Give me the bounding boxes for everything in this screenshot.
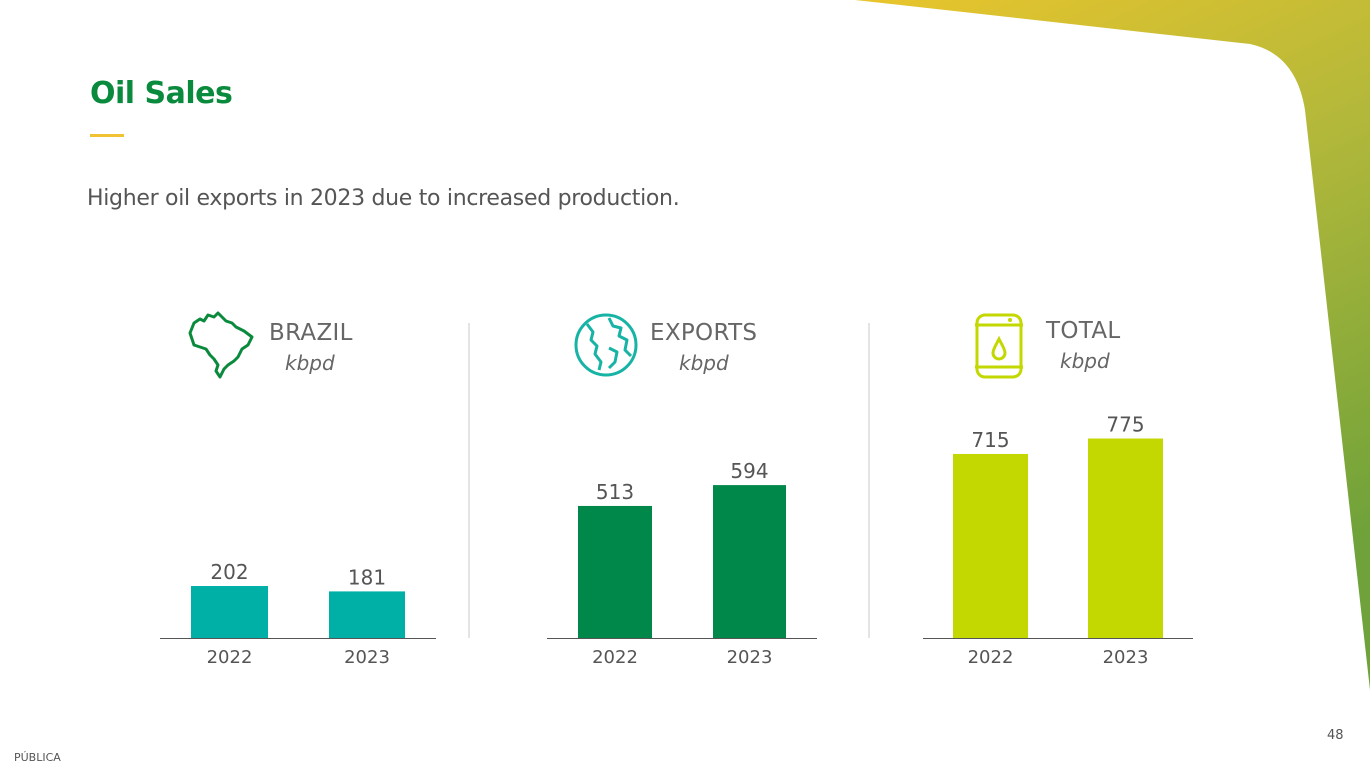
exports-panel-unit: kbpd <box>679 351 729 375</box>
exports-panel-title: EXPORTS <box>650 320 758 346</box>
total-category-label-2023: 2023 <box>1103 647 1149 668</box>
exports-value-label-2022: 513 <box>596 480 634 504</box>
brazil-value-label-2022: 202 <box>210 560 248 584</box>
exports-value-label-2023: 594 <box>730 459 768 483</box>
exports-category-label-2022: 2022 <box>592 647 638 668</box>
classification-label: PÚBLICA <box>14 751 61 764</box>
brazil-category-label-2022: 2022 <box>207 647 253 668</box>
title-accent-line <box>90 134 124 137</box>
oil-barrel-icon <box>975 313 1023 379</box>
total-panel-unit: kbpd <box>1060 349 1110 373</box>
globe-icon <box>574 313 638 377</box>
brazil-value-label-2023: 181 <box>348 565 386 589</box>
page-number: 48 <box>1327 728 1344 743</box>
brazil-bar-2023 <box>329 591 405 638</box>
brazil-panel-unit: kbpd <box>285 351 335 375</box>
total-category-label-2022: 2022 <box>968 647 1014 668</box>
total-bar-2023 <box>1088 438 1163 638</box>
exports-bar-2022 <box>578 505 652 638</box>
page-subtitle: Higher oil exports in 2023 due to increa… <box>87 186 680 211</box>
page-title: Oil Sales <box>90 76 233 111</box>
total-value-label-2022: 715 <box>971 428 1009 452</box>
brazil-map-icon <box>188 311 254 379</box>
total-value-label-2023: 775 <box>1106 413 1144 437</box>
brazil-category-label-2023: 2023 <box>344 647 390 668</box>
exports-bar-2023 <box>713 485 786 638</box>
brazil-bar-2022 <box>191 586 268 638</box>
total-panel-title: TOTAL <box>1046 318 1121 344</box>
total-bar-2022 <box>953 453 1028 638</box>
brazil-panel-title: BRAZIL <box>269 320 353 346</box>
exports-category-label-2023: 2023 <box>727 647 773 668</box>
